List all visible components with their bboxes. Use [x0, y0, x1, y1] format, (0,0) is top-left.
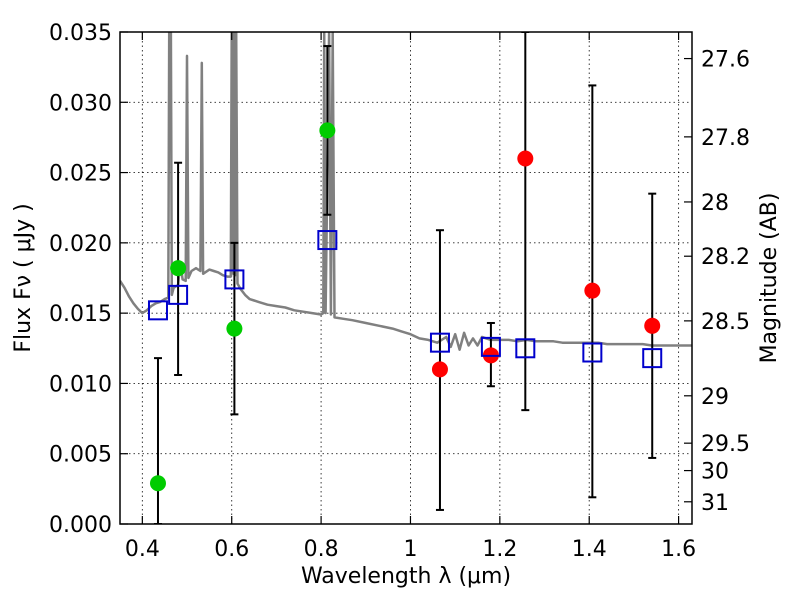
model-flux-square: [317, 230, 338, 251]
observed-flux-point: [170, 260, 187, 277]
x-tick-label: 1: [403, 537, 417, 562]
y-tick-label: 0.035: [49, 21, 112, 46]
mag-tick-label: 28: [701, 191, 729, 216]
x-tick-label: 0.8: [304, 537, 339, 562]
x-tick-label: 0.4: [125, 537, 160, 562]
observed-flux-point: [584, 282, 601, 299]
model-flux-square: [642, 348, 663, 369]
x-axis-title: Wavelength λ (μm): [301, 564, 511, 589]
model-flux-square: [168, 284, 189, 305]
x-tick-label: 1.6: [661, 537, 696, 562]
y-tick-label: 0.010: [49, 372, 112, 397]
y-axis-title: Flux Fν ( μJy ): [11, 203, 36, 352]
mag-tick-label: 29: [701, 385, 729, 410]
mag-tick-label: 29.5: [701, 432, 750, 457]
plot-frame: [119, 31, 693, 525]
tick-layer: [120, 31, 692, 525]
model-flux-square: [582, 342, 603, 363]
model-flux-square: [147, 300, 168, 321]
x-tick-label: 1.2: [482, 537, 517, 562]
mag-tick-label: 28.5: [701, 310, 750, 335]
observed-flux-point: [644, 317, 661, 334]
mag-tick-label: 28.2: [701, 245, 750, 270]
marker-layer: [147, 122, 663, 492]
grid-layer: [120, 32, 692, 524]
y-tick-label: 0.025: [49, 162, 112, 187]
mag-tick-label: 31: [701, 491, 729, 516]
observed-flux-point: [319, 122, 336, 139]
y-tick-label: 0.005: [49, 443, 112, 468]
x-tick-label: 1.4: [572, 537, 607, 562]
plot-background: [120, 32, 692, 524]
y-tick-label: 0.020: [49, 232, 112, 257]
mag-tick-label: 27.6: [701, 48, 750, 73]
model-flux-square: [224, 269, 245, 290]
model-flux-square: [429, 332, 450, 353]
y-tick-label: 0.000: [49, 513, 112, 538]
observed-flux-point: [226, 320, 243, 337]
mag-tick-label: 30: [701, 460, 729, 485]
model-flux-square: [515, 338, 536, 359]
mag-tick-label: 27.8: [701, 126, 750, 151]
y-tick-label: 0.030: [49, 91, 112, 116]
observed-flux-point: [517, 150, 534, 167]
observed-flux-point: [431, 361, 448, 378]
model-flux-square: [480, 336, 501, 357]
observed-flux-point: [149, 475, 166, 492]
x-tick-label: 0.6: [214, 537, 249, 562]
y-axis-title-right: Magnitude (AB): [757, 193, 782, 364]
y-tick-label: 0.015: [49, 302, 112, 327]
label-layer: 0.4 0.6 0.8 1 1.2 1.4 1.6 0.000 0.005 0.010 0.015 0…: [49, 21, 750, 562]
